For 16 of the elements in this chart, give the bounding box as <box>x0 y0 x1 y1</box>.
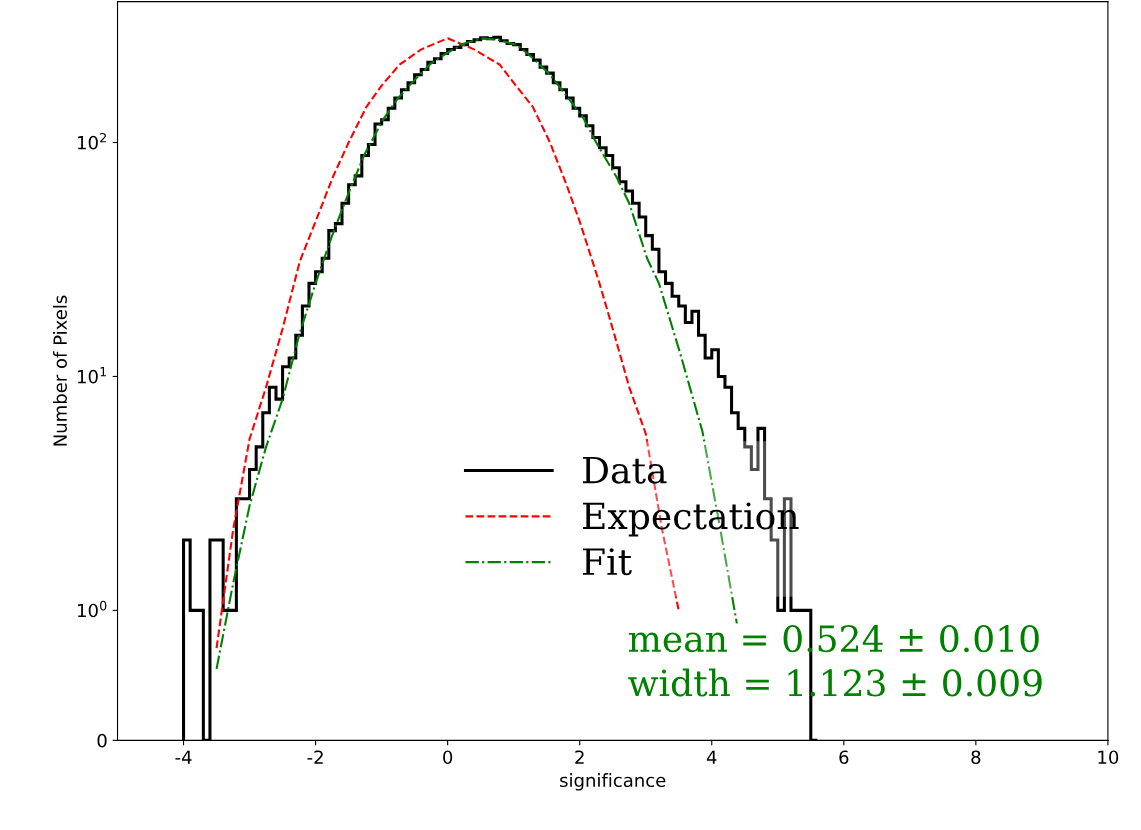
legend-label: Data <box>583 456 667 484</box>
x-tick-label: 2 <box>575 750 584 764</box>
x-tick-label: -2 <box>307 750 323 764</box>
x-tick-label: 8 <box>971 750 981 765</box>
y-tick-label: 10$^{1}$ <box>78 367 107 384</box>
x-tick-label: -4 <box>175 750 192 764</box>
y-tick-label: 10$^{2}$ <box>78 132 106 150</box>
y-axis-title: Number of Pixels <box>52 295 67 446</box>
x-tick-label: 6 <box>839 750 849 765</box>
x-tick-label: 10 <box>1098 750 1119 765</box>
x-tick-label: 4 <box>706 750 717 764</box>
x-axis-title: significance <box>560 773 666 791</box>
y-tick-label: 10$^{0}$ <box>78 600 107 618</box>
y-tick-label: 0 <box>97 733 107 748</box>
x-tick-label: 0 <box>443 750 453 765</box>
legend-label: Fit <box>583 548 632 576</box>
